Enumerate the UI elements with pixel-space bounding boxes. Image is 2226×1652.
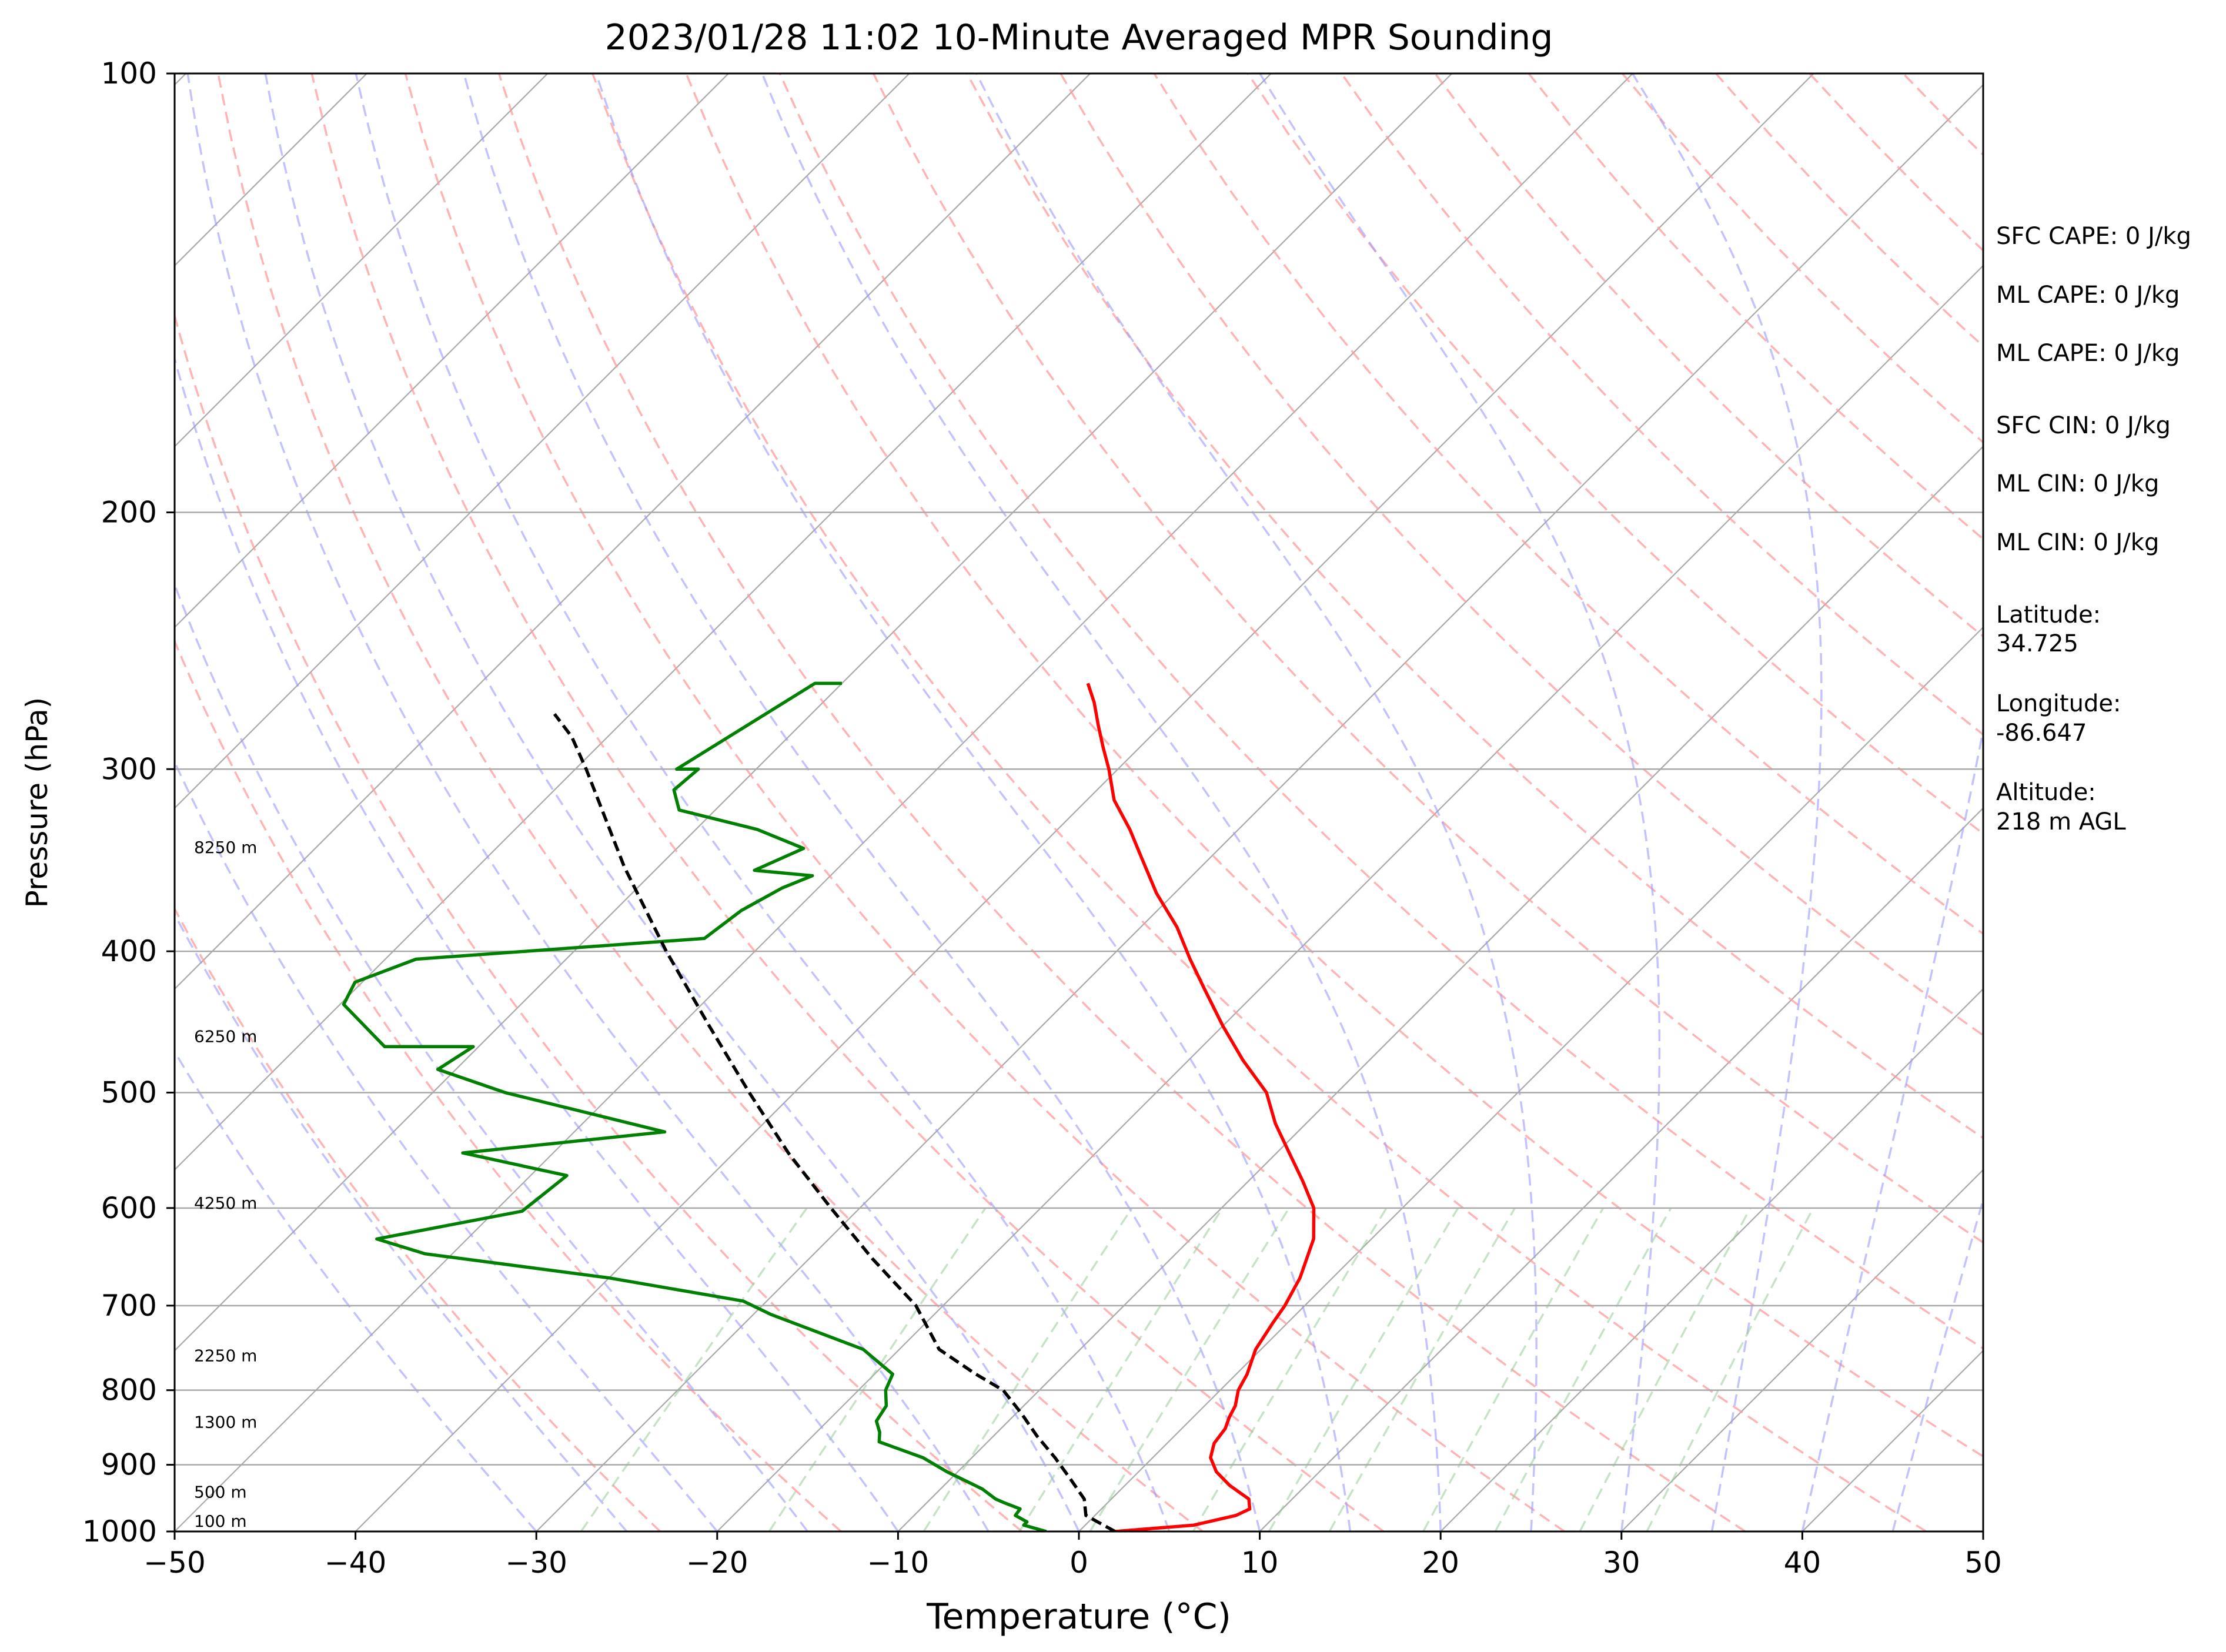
isotherm-line (175, 73, 549, 447)
x-tick-label: 20 (1422, 1546, 1459, 1580)
x-tick-label: −20 (686, 1546, 748, 1580)
x-tick-label: 10 (1241, 1546, 1279, 1580)
mixing-ratio-line (1422, 1207, 1605, 1531)
dry-adiabat-line (310, 73, 1385, 1531)
isotherm-line (175, 73, 1272, 1171)
moist-adiabat-line (1632, 73, 1823, 1531)
x-tick-label: 0 (1069, 1546, 1088, 1580)
isotherm-line (175, 73, 1633, 1531)
dry-adiabat-line (175, 312, 1023, 1531)
stats-panel: SFC CAPE: 0 J/kg ML CAPE: 0 J/kg ML CAPE… (1996, 223, 2191, 835)
height-annotation: 4250 m (194, 1193, 257, 1213)
longitude-value: -86.647 (1996, 720, 2087, 747)
mixing-ratio-line (1268, 1207, 1459, 1531)
ml-cin-text: ML CIN: 0 J/kg (1996, 470, 2159, 497)
x-axis-ticks: −50 −40 −30 −20 −10 0 10 20 30 40 50 (143, 1531, 2002, 1580)
moist-adiabat-line (975, 73, 1538, 1531)
y-tick-label: 200 (101, 496, 157, 530)
height-annotation: 1300 m (194, 1412, 257, 1432)
x-tick-label: 30 (1603, 1546, 1640, 1580)
isotherm-line (1259, 807, 1983, 1531)
isotherm-line (1621, 1169, 1983, 1531)
x-tick-label: −50 (143, 1546, 206, 1580)
x-tick-label: 50 (1964, 1546, 2002, 1580)
y-tick-label: 100 (101, 56, 157, 91)
height-annotation: 6250 m (194, 1026, 257, 1046)
sfc-cape-text: SFC CAPE: 0 J/kg (1996, 223, 2191, 250)
profile-series (342, 681, 1316, 1531)
moist-adiabat-line (175, 355, 899, 1531)
x-tick-label: 40 (1784, 1546, 1821, 1580)
isotherm-line (175, 73, 910, 810)
isotherm-line (717, 265, 1983, 1531)
moist-adiabat-line (1801, 725, 1983, 1531)
moist-adiabat-line (1259, 73, 1661, 1531)
isotherm-line (175, 73, 1453, 1352)
y-axis-label: Pressure (hPa) (20, 697, 54, 908)
parcel-line (553, 713, 1116, 1531)
y-tick-label: 400 (101, 934, 157, 968)
isotherm-line (355, 73, 1814, 1531)
moist-adiabat-line (595, 73, 1352, 1531)
height-annotations: 100 m 500 m 1300 m 2250 m 4250 m 6250 m 8250 m (194, 838, 257, 1531)
y-tick-label: 1000 (82, 1514, 157, 1549)
dry-adiabat-line (778, 73, 1983, 1350)
ml-cape-text: ML CAPE: 0 J/kg (1996, 282, 2180, 309)
dry-adiabat-line (497, 73, 1746, 1531)
x-axis-label: Temperature (°C) (926, 1596, 1231, 1637)
height-annotation: 100 m (194, 1511, 247, 1531)
isotherm-line (1440, 988, 1983, 1531)
longitude-label: Longitude: (1996, 690, 2121, 717)
isotherm-line (1078, 626, 1983, 1531)
x-tick-label: −30 (505, 1546, 567, 1580)
y-tick-label: 600 (101, 1191, 157, 1225)
y-tick-label: 500 (101, 1075, 157, 1109)
dewpoint-line (342, 681, 1047, 1531)
x-tick-label: −40 (325, 1546, 387, 1580)
temperature-line (1086, 683, 1316, 1531)
mixing-ratio-line (1494, 1207, 1672, 1531)
height-annotation: 500 m (194, 1482, 247, 1501)
moist-adiabat-line (355, 73, 1171, 1531)
latitude-label: Latitude: (1996, 601, 2101, 628)
y-tick-label: 800 (101, 1373, 157, 1407)
ml-cape-text-2: ML CAPE: 0 J/kg (1996, 340, 2180, 367)
y-tick-label: 300 (101, 752, 157, 786)
isotherm-line (175, 73, 1091, 990)
altitude-value: 218 m AGL (1996, 808, 2126, 835)
ml-cin-text-2: ML CIN: 0 J/kg (1996, 529, 2159, 556)
pressure-gridlines (175, 73, 1983, 1531)
y-axis-ticks: 100 200 300 400 500 600 700 800 900 1000 (82, 56, 175, 1549)
chart-title: 2023/01/28 11:02 10-Minute Averaged MPR … (605, 17, 1553, 58)
moist-adiabat-line (175, 760, 718, 1531)
height-annotation: 2250 m (194, 1346, 257, 1365)
y-tick-label: 700 (101, 1289, 157, 1323)
dry-adiabat-line (591, 73, 1927, 1531)
dry-adiabat-line (1246, 73, 1983, 835)
height-annotation: 8250 m (194, 838, 257, 857)
moist-adiabat-line (761, 73, 1442, 1531)
altitude-label: Altitude: (1996, 779, 2096, 806)
moist-adiabat-line (175, 581, 808, 1531)
dry-adiabat-line (685, 73, 1983, 1458)
latitude-value: 34.725 (1996, 630, 2078, 657)
isotherm-line (175, 73, 729, 628)
dry-adiabat-line (966, 73, 1983, 1139)
moist-adiabat-line (175, 1049, 537, 1531)
sfc-cin-text: SFC CIN: 0 J/kg (1996, 412, 2171, 439)
moist-adiabat-line (175, 912, 628, 1531)
dry-adiabat-line (1341, 73, 1983, 736)
y-tick-label: 900 (101, 1448, 157, 1482)
isotherm-line (897, 445, 1983, 1531)
mixing-ratio-line (1328, 1207, 1516, 1531)
moist-adiabat-line (264, 73, 1080, 1531)
x-tick-label: −10 (867, 1546, 930, 1580)
dry-adiabat-line (175, 638, 842, 1531)
dry-adiabat-line (404, 73, 1565, 1531)
isotherm-line (536, 83, 1983, 1531)
